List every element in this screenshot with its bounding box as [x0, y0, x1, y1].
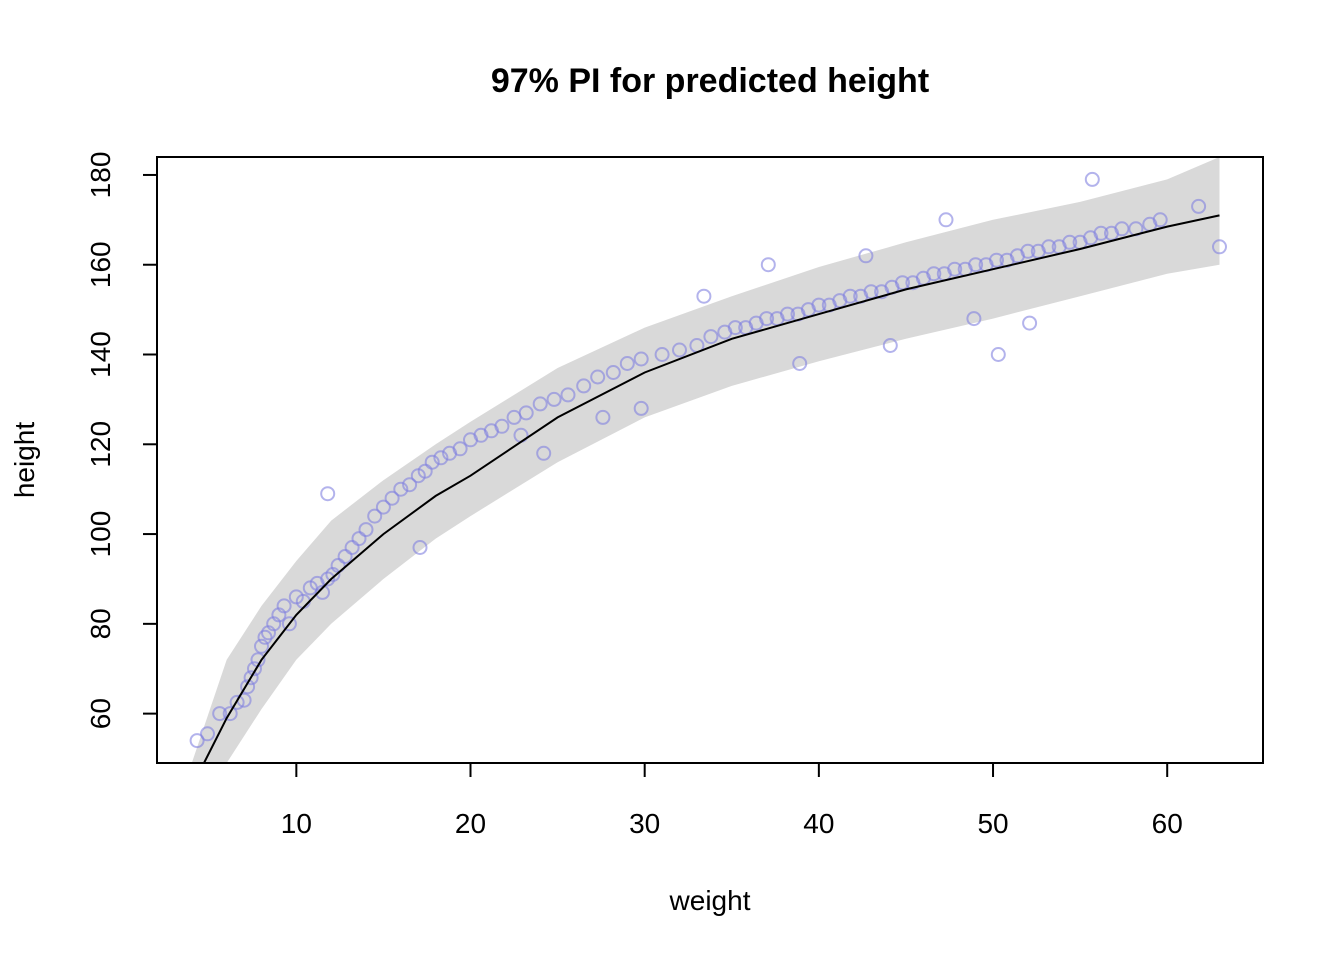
- data-point: [633, 400, 649, 416]
- data-point: [696, 288, 712, 304]
- y-tick-label: 100: [85, 511, 116, 558]
- data-point: [1093, 225, 1109, 241]
- chart-title: 97% PI for predicted height: [491, 62, 929, 100]
- data-point: [393, 481, 409, 497]
- data-point: [703, 329, 719, 345]
- data-point: [895, 275, 910, 291]
- data-point: [780, 306, 795, 322]
- data-point: [367, 508, 383, 524]
- data-point: [672, 342, 687, 358]
- data-point: [968, 257, 984, 273]
- data-point: [858, 248, 874, 264]
- x-tick-label: 50: [977, 808, 1008, 839]
- data-point: [1084, 171, 1100, 187]
- data-point: [560, 387, 576, 403]
- data-point: [247, 661, 262, 677]
- data-point: [240, 679, 256, 695]
- data-point: [200, 726, 215, 742]
- data-point: [1020, 243, 1036, 259]
- data-point: [532, 396, 548, 412]
- data-point: [276, 598, 292, 614]
- data-point: [595, 409, 611, 425]
- y-tick-label: 120: [85, 421, 116, 468]
- x-tick-label: 20: [455, 808, 486, 839]
- data-point: [281, 616, 297, 632]
- data-point: [654, 347, 670, 362]
- data-point: [1022, 315, 1038, 331]
- data-point: [727, 320, 743, 336]
- data-point: [882, 338, 898, 353]
- data-point: [433, 450, 449, 466]
- data-point: [1062, 234, 1078, 250]
- data-point: [424, 454, 440, 470]
- prediction-interval-band: [191, 157, 1220, 763]
- data-point: [229, 694, 245, 710]
- data-point: [384, 490, 400, 506]
- data-point: [494, 418, 510, 434]
- data-point: [222, 706, 238, 722]
- y-tick-label: 180: [85, 152, 116, 199]
- data-point: [938, 212, 954, 228]
- y-tick-label: 60: [85, 698, 116, 729]
- data-point: [243, 670, 259, 686]
- data-point: [947, 261, 963, 277]
- data-point: [990, 347, 1006, 362]
- mean-line: [203, 214, 1220, 764]
- y-axis-label: height: [9, 422, 40, 499]
- data-point: [590, 369, 606, 385]
- data-point: [358, 522, 374, 538]
- data-point: [452, 441, 468, 457]
- y-tick-label: 160: [85, 241, 116, 288]
- data-point: [605, 365, 621, 380]
- data-point: [1212, 239, 1227, 255]
- data-point: [792, 356, 808, 371]
- data-point: [1041, 239, 1057, 255]
- y-tick-label: 80: [85, 608, 116, 639]
- data-point: [1191, 198, 1207, 214]
- data-point: [1152, 212, 1168, 228]
- data-point: [315, 584, 330, 600]
- data-point: [989, 252, 1004, 268]
- data-point: [412, 540, 428, 555]
- data-point: [536, 445, 552, 461]
- data-point: [375, 499, 391, 515]
- interval-band-area: [191, 157, 1220, 763]
- data-point: [926, 266, 942, 282]
- data-point: [320, 486, 336, 502]
- x-tick-label: 60: [1152, 808, 1183, 839]
- data-point: [212, 706, 228, 722]
- x-tick-label: 10: [281, 808, 312, 839]
- mean-curve: [203, 214, 1220, 764]
- y-tick-label: 140: [85, 331, 116, 378]
- y-axis: 60 80 100 120 140 160 180: [85, 152, 158, 729]
- data-points: [189, 171, 1227, 749]
- data-point: [518, 405, 534, 421]
- data-point: [966, 311, 982, 327]
- data-point: [576, 378, 592, 394]
- data-point: [842, 288, 858, 304]
- data-point: [189, 733, 205, 749]
- data-point: [811, 297, 827, 313]
- x-axis: 10 20 30 40 50 60: [281, 762, 1183, 839]
- x-axis-label: weight: [669, 885, 751, 916]
- data-point: [619, 356, 635, 371]
- data-point: [760, 257, 776, 273]
- data-point: [257, 629, 273, 645]
- data-point: [254, 638, 269, 654]
- data-point: [863, 284, 879, 300]
- data-point: [402, 477, 418, 493]
- x-tick-label: 40: [803, 808, 834, 839]
- data-point: [546, 391, 562, 407]
- x-tick-label: 30: [629, 808, 660, 839]
- data-point: [633, 351, 649, 367]
- data-point: [759, 311, 775, 327]
